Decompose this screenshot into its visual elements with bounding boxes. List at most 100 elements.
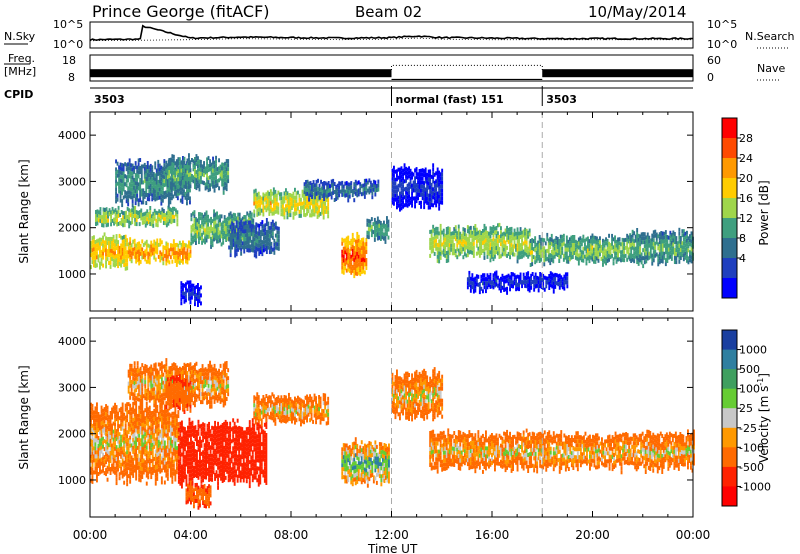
heatmap-cell [163, 444, 166, 449]
heatmap-cell [231, 237, 234, 242]
heatmap-cell [147, 427, 150, 432]
heatmap-cell [111, 245, 114, 249]
heatmap-cell [198, 291, 201, 296]
heatmap-cell [132, 214, 135, 219]
heatmap-cell [135, 452, 138, 457]
heatmap-cell [100, 445, 103, 450]
heatmap-cell [91, 475, 94, 480]
heatmap-cell [141, 439, 144, 443]
heatmap-cell [185, 243, 187, 248]
heatmap-cell [548, 282, 551, 286]
heatmap-cell [599, 240, 601, 245]
heatmap-cell [672, 242, 675, 247]
heatmap-cell [199, 216, 202, 221]
heatmap-cell [269, 201, 272, 206]
heatmap-cell [548, 274, 551, 278]
heatmap-cell [169, 161, 172, 166]
heatmap-cell [294, 187, 296, 192]
heatmap-cell [163, 404, 166, 409]
heatmap-cell [114, 212, 117, 217]
heatmap-cell [657, 234, 660, 239]
nave-right-tick-bottom: 0 [707, 71, 714, 84]
heatmap-cell [126, 458, 129, 463]
heatmap-cell [341, 192, 344, 197]
heatmap-cell [168, 219, 171, 224]
heatmap-cell [168, 436, 171, 441]
heatmap-cell [214, 212, 217, 217]
heatmap-cell [161, 190, 164, 195]
heatmap-cell [123, 247, 126, 251]
heatmap-cell [148, 461, 151, 466]
heatmap-cell [436, 191, 439, 196]
heatmap-cell [240, 227, 243, 232]
heatmap-cell [148, 177, 151, 182]
heatmap-cell [424, 191, 427, 196]
heatmap-cell [518, 243, 521, 248]
heatmap-cell [198, 287, 201, 292]
heatmap-cell [231, 225, 234, 230]
heatmap-cell [366, 218, 369, 223]
heatmap-cell [678, 247, 681, 252]
heatmap-cell [561, 238, 564, 243]
heatmap-cell [676, 249, 679, 254]
heatmap-cell [351, 248, 354, 253]
heatmap-cell [223, 235, 226, 240]
heatmap-cell [370, 229, 373, 234]
heatmap-cell [129, 257, 132, 262]
heatmap-cell [646, 256, 649, 261]
heatmap-cell [295, 203, 298, 208]
heatmap-cell [132, 206, 135, 211]
heatmap-cell [403, 179, 406, 184]
heatmap-cell [460, 237, 463, 242]
heatmap-cell [160, 169, 163, 174]
heatmap-cell [558, 239, 561, 243]
heatmap-cell [188, 292, 190, 297]
heatmap-cell [309, 205, 312, 210]
heatmap-cell [678, 243, 681, 248]
heatmap-cell [140, 200, 143, 205]
heatmap-cell [93, 410, 95, 415]
heatmap-cell [121, 470, 124, 475]
heatmap-cell [548, 278, 551, 282]
heatmap-cell [121, 183, 124, 188]
heatmap-cell [356, 193, 359, 198]
heatmap-cell [268, 207, 271, 212]
heatmap-cell [342, 184, 345, 189]
heatmap-cell [282, 208, 284, 213]
heatmap-cell [138, 409, 141, 414]
heatmap-cell [663, 239, 666, 244]
heatmap-cell [159, 250, 162, 255]
heatmap-cell [120, 470, 123, 475]
heatmap-cell [127, 194, 130, 199]
heatmap-cell [148, 417, 151, 422]
heatmap-cell [177, 173, 180, 178]
heatmap-cell [353, 258, 356, 263]
heatmap-cell [645, 255, 648, 260]
heatmap-cell [321, 206, 324, 211]
heatmap-cell [124, 190, 127, 195]
heatmap-cell [246, 240, 249, 245]
heatmap-cell [139, 466, 142, 471]
heatmap-cell [643, 248, 646, 253]
heatmap-cell [567, 259, 570, 264]
heatmap-cell [183, 295, 186, 300]
heatmap-cell [109, 240, 112, 245]
heatmap-cell [252, 244, 255, 249]
heatmap-cell [436, 258, 439, 263]
heatmap-cell [107, 210, 110, 215]
heatmap-cell [534, 284, 537, 289]
heatmap-cell [148, 185, 151, 190]
heatmap-cell [215, 159, 218, 164]
heatmap-cell [418, 181, 421, 185]
heatmap-cell [192, 211, 194, 216]
heatmap-cell [495, 242, 498, 246]
heatmap-cell [182, 295, 184, 300]
heatmap-cell [122, 183, 125, 188]
heatmap-cell [415, 175, 418, 180]
heatmap-cell [168, 252, 171, 257]
heatmap-cell [593, 259, 595, 264]
heatmap-cell [529, 263, 532, 267]
heatmap-cell [450, 247, 453, 252]
heatmap-cell [102, 412, 105, 417]
heatmap-cell [144, 241, 147, 246]
